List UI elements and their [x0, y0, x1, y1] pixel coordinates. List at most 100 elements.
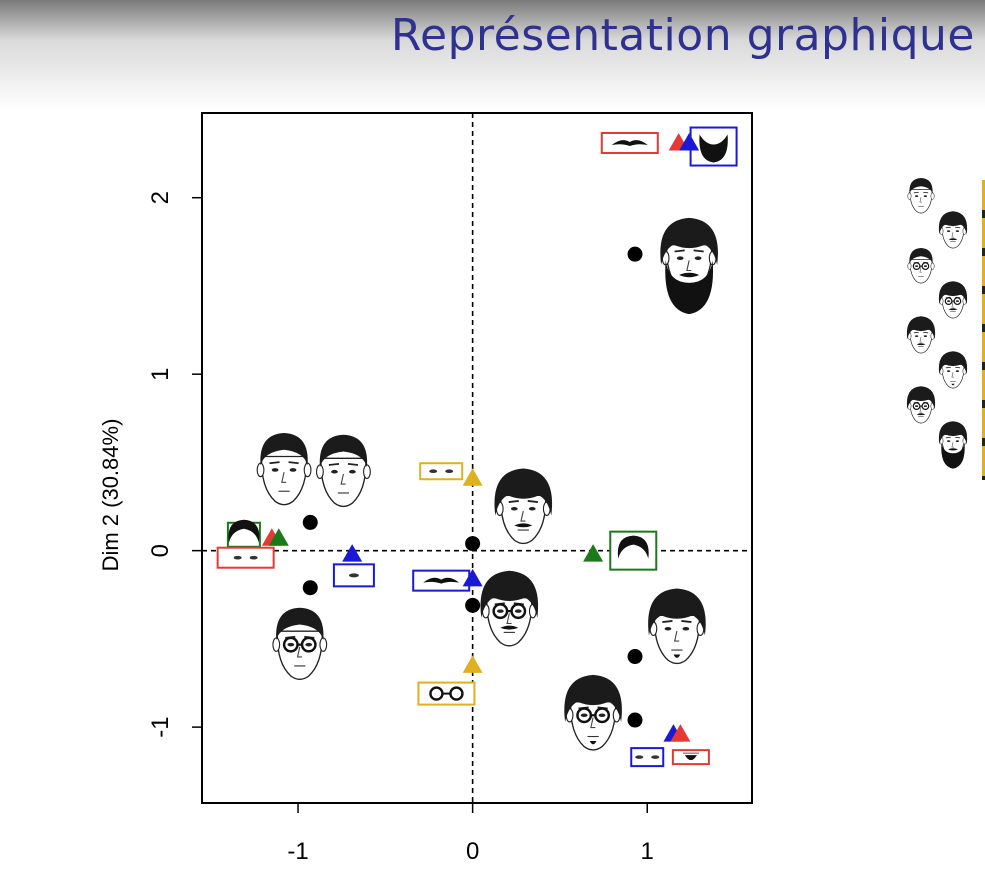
hair-shape [660, 217, 718, 265]
face-outline [570, 701, 617, 751]
category-images-layer [216, 126, 738, 768]
eye [580, 713, 588, 718]
eye [946, 230, 951, 232]
hair-shape [319, 434, 368, 468]
goatee [589, 741, 597, 745]
hair-shape [938, 211, 968, 235]
category-image-box [216, 546, 275, 569]
eye [946, 440, 951, 442]
category-image [609, 530, 658, 571]
individual-markers-layer [302, 246, 643, 728]
eyebrow [955, 366, 961, 369]
mini-face-image [938, 351, 968, 389]
mustache [679, 272, 700, 278]
category-image [332, 563, 375, 588]
hair-shape [480, 570, 539, 618]
hair-shape [938, 281, 968, 305]
mustache-icon [611, 140, 648, 146]
individual-point [627, 712, 643, 728]
eye [914, 265, 919, 267]
goatee [951, 383, 955, 386]
eyebrow [945, 366, 951, 369]
face-outline [941, 364, 965, 389]
eye [598, 713, 606, 718]
nose [951, 442, 955, 448]
eye [914, 195, 919, 197]
eye [528, 506, 536, 511]
nose [281, 472, 287, 483]
eyebrow [945, 226, 951, 229]
individual-point [627, 246, 643, 262]
face-image [648, 588, 706, 665]
face-outline [500, 494, 547, 545]
face-outline [909, 399, 933, 424]
eyebrow [913, 191, 919, 194]
category-image [417, 681, 476, 706]
category-image [412, 569, 471, 592]
nose [686, 260, 692, 272]
goatee [673, 654, 681, 658]
eye [694, 256, 702, 260]
eyebrow [508, 500, 519, 503]
face-outline [941, 224, 965, 249]
eye [289, 468, 297, 472]
category-triangle [268, 528, 289, 546]
eyebrow [674, 249, 685, 253]
face-outline [653, 614, 701, 665]
mustache [916, 413, 926, 416]
mini-face-image [938, 421, 968, 469]
eye [914, 405, 919, 407]
nose [919, 197, 923, 203]
slide-title: Représentation graphique [390, 10, 975, 61]
face-outline [320, 457, 367, 508]
eyebrow [955, 436, 961, 439]
eye [923, 405, 928, 407]
eyebrow [913, 331, 919, 334]
eyebrow [328, 462, 340, 466]
category-triangle [670, 724, 691, 742]
eye [955, 440, 960, 442]
x-tick-label: 0 [466, 838, 479, 865]
face-image [660, 217, 718, 315]
eyebrow [527, 500, 538, 503]
individual-point [302, 514, 318, 530]
category-image [630, 747, 665, 768]
eye [946, 300, 951, 302]
eye [676, 256, 684, 260]
mini-face-image [906, 316, 936, 354]
category-image [419, 462, 464, 481]
eye [287, 642, 295, 647]
mini-face-image [938, 211, 968, 249]
y-axis-label: Dim 2 (30.84%) [98, 419, 123, 572]
mini-face-image [906, 386, 936, 424]
eyebrow [923, 191, 929, 194]
category-triangle [679, 133, 700, 151]
side-face-panel [895, 175, 985, 495]
hair-shape [276, 607, 324, 641]
eyebrow [693, 249, 704, 253]
hair-icon [617, 535, 649, 559]
eye [305, 642, 313, 647]
full-beard [665, 260, 714, 315]
side-color-bar [982, 180, 985, 480]
face-image [564, 674, 622, 751]
eyes-icon [651, 755, 660, 759]
plot-border [201, 112, 753, 804]
category-triangle [583, 544, 604, 562]
face-image [256, 432, 312, 506]
eyes-icon [429, 469, 438, 474]
category-image [600, 132, 659, 154]
eyes-icon [445, 469, 454, 474]
mustache-icon [423, 577, 460, 584]
category-triangle [342, 544, 363, 562]
plot-frame [201, 112, 753, 804]
category-triangle [462, 655, 483, 673]
nose [590, 717, 596, 729]
face-outline [260, 455, 308, 506]
eye [955, 230, 960, 232]
eye [664, 626, 672, 631]
category-image [689, 126, 738, 167]
eyebrow [681, 620, 692, 623]
category-image-box [419, 462, 464, 481]
mustache [948, 308, 958, 311]
